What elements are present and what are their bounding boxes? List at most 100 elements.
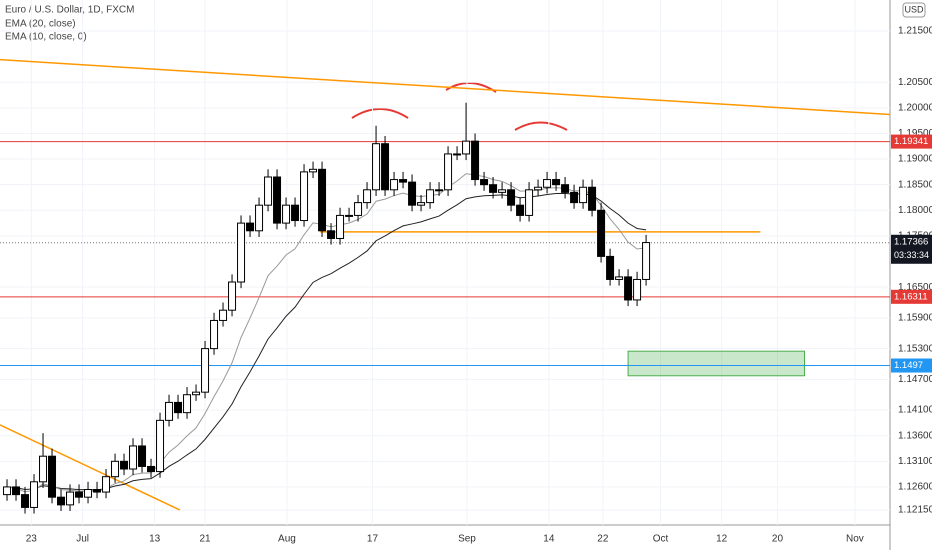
x-tick-label: 23 xyxy=(26,534,38,545)
y-tick-label: 1.12600 xyxy=(898,482,932,493)
x-tick-label: 12 xyxy=(716,534,728,545)
candle-body xyxy=(255,204,264,232)
x-tick-label: Nov xyxy=(846,534,864,545)
candle-body xyxy=(435,189,444,192)
candle-body xyxy=(57,496,66,506)
candle-body xyxy=(183,394,192,414)
price-tag-label: 1.16311 xyxy=(894,291,928,302)
candle-body xyxy=(93,488,102,493)
currency-badge[interactable] xyxy=(902,2,926,18)
price-tag xyxy=(891,289,932,304)
candle-body xyxy=(66,491,75,506)
y-tick-label: 1.19000 xyxy=(898,154,932,165)
y-tick-label: 1.13600 xyxy=(898,430,932,441)
price-tag-label: 1.1497 xyxy=(894,360,923,371)
countdown: 03:33:34 xyxy=(894,250,929,260)
x-tick-label: 21 xyxy=(199,534,211,545)
price-tag xyxy=(891,358,932,373)
y-tick-label: 1.15300 xyxy=(898,343,932,354)
candle-body xyxy=(210,319,219,350)
candle-body xyxy=(237,222,246,283)
candle-body xyxy=(534,186,543,191)
candle-body xyxy=(102,476,111,493)
candle-body xyxy=(552,179,561,186)
candle-body xyxy=(345,214,354,217)
y-tick-label: 1.20000 xyxy=(898,102,932,113)
indicator-label: EMA (20, close) xyxy=(5,19,76,30)
candle-body xyxy=(219,309,228,321)
y-tick-label: 1.14100 xyxy=(898,405,932,416)
candle-body xyxy=(120,460,129,470)
price-tag xyxy=(891,234,932,264)
trendline xyxy=(0,58,891,116)
price-tag-label: 1.19341 xyxy=(894,136,928,147)
x-tick-label: Sep xyxy=(458,534,476,545)
candle-body xyxy=(570,191,579,204)
chart-title: Euro / U.S. Dollar, 1D, FXCM xyxy=(5,5,134,16)
y-tick-label: 1.14700 xyxy=(898,374,932,385)
candle-body xyxy=(309,168,318,173)
candle-body xyxy=(588,186,597,211)
candle-body xyxy=(489,184,498,193)
candle-body xyxy=(30,481,39,508)
candle-body xyxy=(399,179,408,183)
candle-body xyxy=(453,153,462,156)
candle-body xyxy=(12,486,21,496)
candle-body xyxy=(174,401,183,414)
candle-body xyxy=(39,455,48,483)
price-tag-label: 1.17366 xyxy=(894,236,928,247)
x-tick-label: Aug xyxy=(278,534,296,545)
candle-body xyxy=(3,486,12,496)
candle-body xyxy=(228,281,237,311)
y-tick-label: 1.18500 xyxy=(898,179,932,190)
target-zone xyxy=(627,350,805,377)
candle-body xyxy=(138,445,147,467)
candle-body xyxy=(444,153,453,191)
candle-body xyxy=(273,176,282,224)
y-tick-label: 1.21500 xyxy=(898,26,932,37)
candle-body xyxy=(201,348,210,393)
y-tick-label: 1.19500 xyxy=(898,128,932,139)
candle-body xyxy=(354,202,363,216)
trendline xyxy=(0,424,181,511)
candle-body xyxy=(507,189,516,206)
candle-body xyxy=(390,179,399,191)
candle-body xyxy=(21,494,30,508)
candle-body xyxy=(525,189,534,216)
candle-body xyxy=(624,276,633,301)
ema-line xyxy=(6,192,647,491)
candle-body xyxy=(75,491,84,498)
candle-body xyxy=(129,445,138,470)
x-tick-label: 17 xyxy=(367,534,379,545)
x-tick-label: 22 xyxy=(597,534,609,545)
candle-body xyxy=(165,401,174,421)
candle-body xyxy=(147,465,156,473)
currency: USD xyxy=(904,4,924,14)
candle-body xyxy=(327,230,336,239)
x-tick-label: Oct xyxy=(653,534,669,545)
y-tick-label: 1.13100 xyxy=(898,456,932,467)
candle-body xyxy=(156,419,165,473)
x-tick-label: 13 xyxy=(149,534,161,545)
candle-body xyxy=(282,204,291,224)
candle-body xyxy=(462,140,471,155)
candle-body xyxy=(111,460,120,478)
candle-body xyxy=(417,202,426,206)
candle-body xyxy=(498,189,507,193)
candle-body xyxy=(192,391,201,396)
candle-body xyxy=(633,278,642,301)
candle-body xyxy=(516,204,525,216)
candle-body xyxy=(84,488,93,498)
candle-body xyxy=(381,143,390,191)
candle-body xyxy=(543,179,552,188)
candle-body xyxy=(408,181,417,206)
candle-body xyxy=(606,255,615,280)
x-tick-label: 20 xyxy=(772,534,784,545)
x-tick-label: 14 xyxy=(543,534,555,545)
y-tick-label: 1.20500 xyxy=(898,77,932,88)
candle-body xyxy=(426,189,435,204)
candle-body xyxy=(642,242,651,280)
y-tick-label: 1.18000 xyxy=(898,205,932,216)
